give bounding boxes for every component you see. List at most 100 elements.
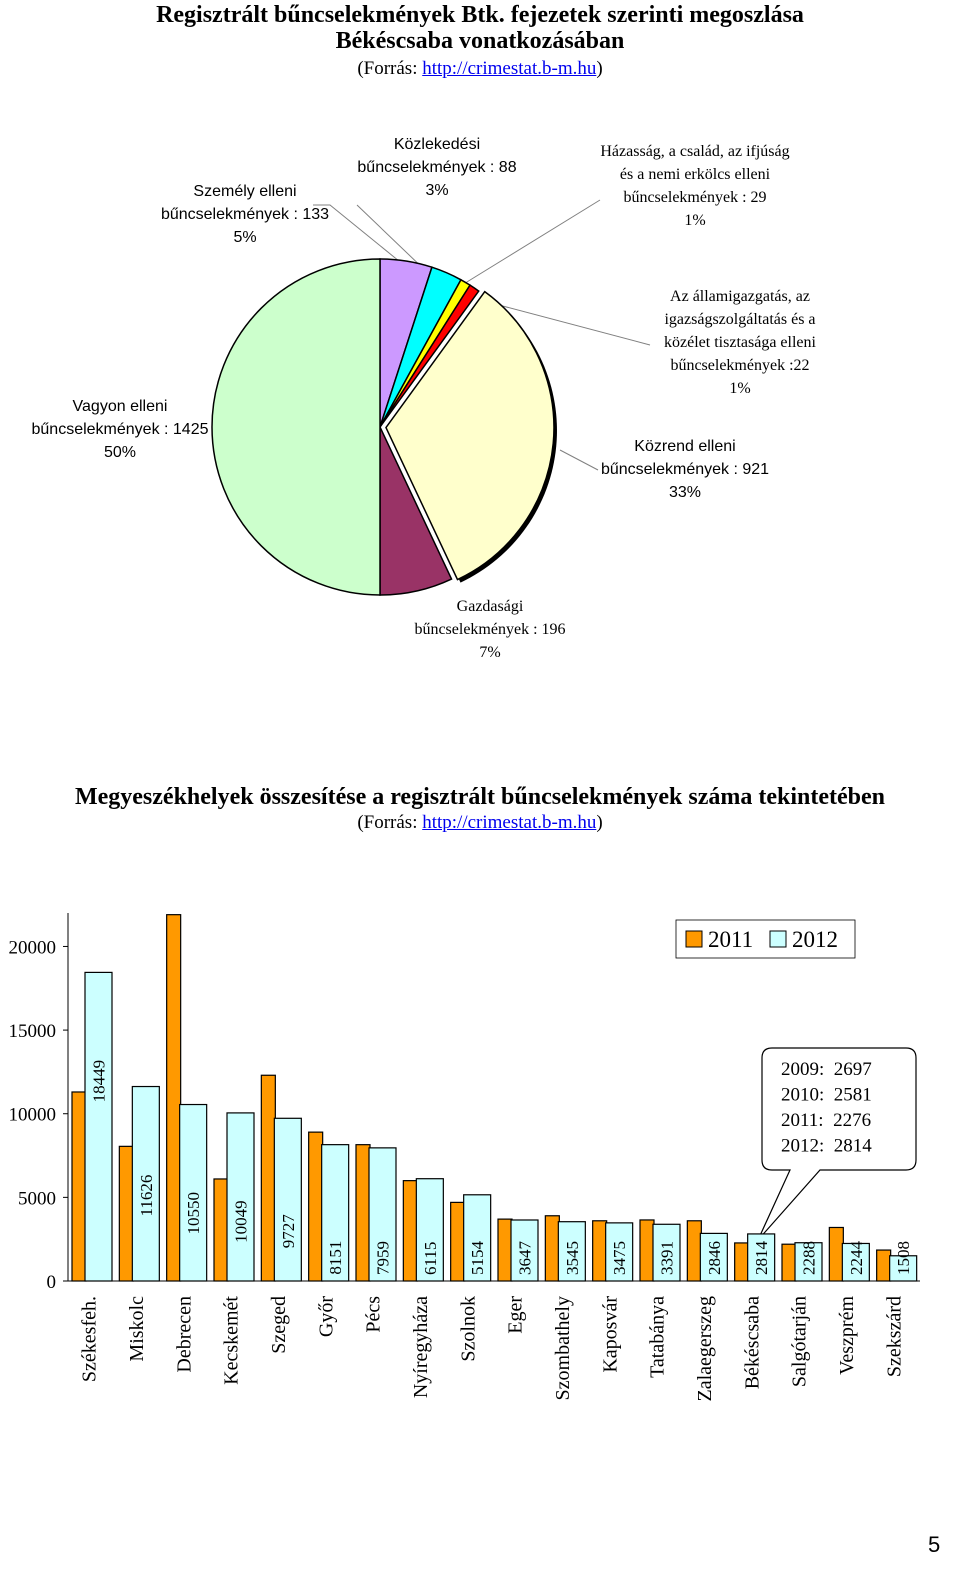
slice-percent: 3% [425,182,449,199]
slice-category: Közrend elleni bűncselekmények : 921 [600,438,770,478]
leader-lines [313,199,651,471]
slice-category: Az államigazgatás, az igazságszolgáltatá… [664,288,816,374]
bar [639,1219,655,1282]
y-tick-label: 10000 [9,1105,57,1126]
slice-percent: 50% [103,444,137,461]
source-link[interactable]: http://crimestat.b-m.hu [422,812,597,833]
slice-category: Házasság, a család, az ifjúság és a nemi… [600,143,790,206]
slice-label: Személy elleni bűncselekmények : 133 5% [160,180,330,249]
bar [368,1147,397,1282]
bar [450,1201,466,1282]
bar [544,1215,560,1282]
value-label: 10049 [232,1200,251,1243]
bar [402,1180,418,1282]
value-label: 2846 [705,1241,724,1275]
legend-swatch [685,930,703,948]
callout-box [757,1047,917,1241]
y-tick-label: 0 [47,1272,57,1293]
x-tick-label: Kecskemét [221,1296,243,1385]
slice-label: Házasság, a család, az ifjúság és a nemi… [595,140,795,232]
x-tick-label: Zalaegerszeg [694,1296,716,1401]
slice-label: Az államigazgatás, az igazságszolgáltatá… [645,285,835,400]
bar [734,1242,750,1282]
x-tick-label: Tatabánya [647,1296,669,1378]
bar [166,914,182,1282]
y-tick-label: 5000 [18,1188,56,1209]
value-label: 18449 [90,1060,109,1103]
bar-source: (Forrás: http://crimestat.b-m.hu) [0,812,960,834]
value-label: 7959 [374,1241,393,1275]
pie-slice [385,290,555,581]
value-label: 10550 [184,1192,203,1235]
slice-percent: 1% [729,380,751,397]
bar [118,1145,134,1282]
bar [131,1085,160,1282]
x-tick-label: Székesfeh. [79,1296,101,1382]
page-number: 5 [928,1532,941,1557]
bar [213,1178,229,1282]
bar-title: Megyeszékhelyek összesítése a regisztrál… [74,784,886,810]
bar [841,1242,870,1282]
bar [686,1220,702,1282]
value-label: 3545 [563,1241,582,1275]
callout [757,1047,917,1241]
value-label: 1508 [894,1241,913,1275]
pie-slice [379,284,480,428]
pie-title: Regisztrált bűncselekmények Btk. fejezet… [156,2,804,54]
slice-label: Közrend elleni bűncselekmények : 921 33% [595,435,775,504]
x-tick-label: Veszprém [836,1296,858,1375]
bar [415,1178,444,1282]
bar [179,1103,208,1282]
source-link[interactable]: http://crimestat.b-m.hu [422,58,597,79]
value-label: 11626 [137,1175,156,1217]
slice-percent: 1% [684,212,706,229]
x-tick-label: Győr [315,1296,337,1337]
slice-percent: 33% [668,484,702,501]
slice-percent: 7% [479,644,501,661]
annotation-line: 2011: 2276 [781,1110,871,1131]
value-label: 3647 [516,1241,535,1276]
bar [781,1243,797,1282]
x-tick-label: Szombathely [552,1296,574,1400]
bar [652,1223,681,1282]
pie-slice [211,258,381,596]
bar [355,1144,371,1282]
slice-label: Közlekedési bűncselekmények : 88 3% [352,133,522,202]
slice-percent: 5% [233,229,257,246]
y-tick-label: 20000 [9,937,57,958]
pie-source: (Forrás: http://crimestat.b-m.hu) [0,58,960,80]
source-text: ) [596,58,603,79]
y-tick-label: 15000 [9,1021,57,1042]
leader-line [461,199,601,286]
x-tick-label: Debrecen [173,1296,195,1373]
source-text: (Forrás: [357,812,418,833]
x-tick-label: Pécs [363,1296,385,1333]
annotation-line: 2010: 2581 [781,1085,872,1106]
x-tick-label: Kaposvár [599,1296,621,1373]
bar [71,1091,87,1282]
value-label: 8151 [326,1241,345,1275]
value-label: 2288 [800,1241,819,1275]
legend-label: 2012 [792,927,838,952]
slice-label: Gazdasági bűncselekmények : 196 7% [400,595,580,664]
value-label: 5154 [468,1241,487,1276]
annotation-line: 2012: 2814 [781,1136,872,1157]
value-label: 3391 [658,1241,677,1275]
slice-category: Személy elleni bűncselekmények : 133 [160,183,330,223]
source-text: (Forrás: [357,58,418,79]
annotation-line: 2009: 2697 [781,1059,872,1080]
x-tick-label: Szeged [268,1296,290,1354]
legend-label: 2011 [708,927,753,952]
bar [510,1219,539,1282]
legend-box [675,919,856,959]
x-tick-label: Salgótarján [789,1296,811,1387]
source-text: ) [596,812,603,833]
value-label: 6115 [421,1242,440,1275]
bar [260,1074,276,1282]
bar [84,971,113,1282]
bar [828,1226,844,1282]
x-tick-label: Eger [505,1296,527,1334]
leader-line [479,299,651,346]
